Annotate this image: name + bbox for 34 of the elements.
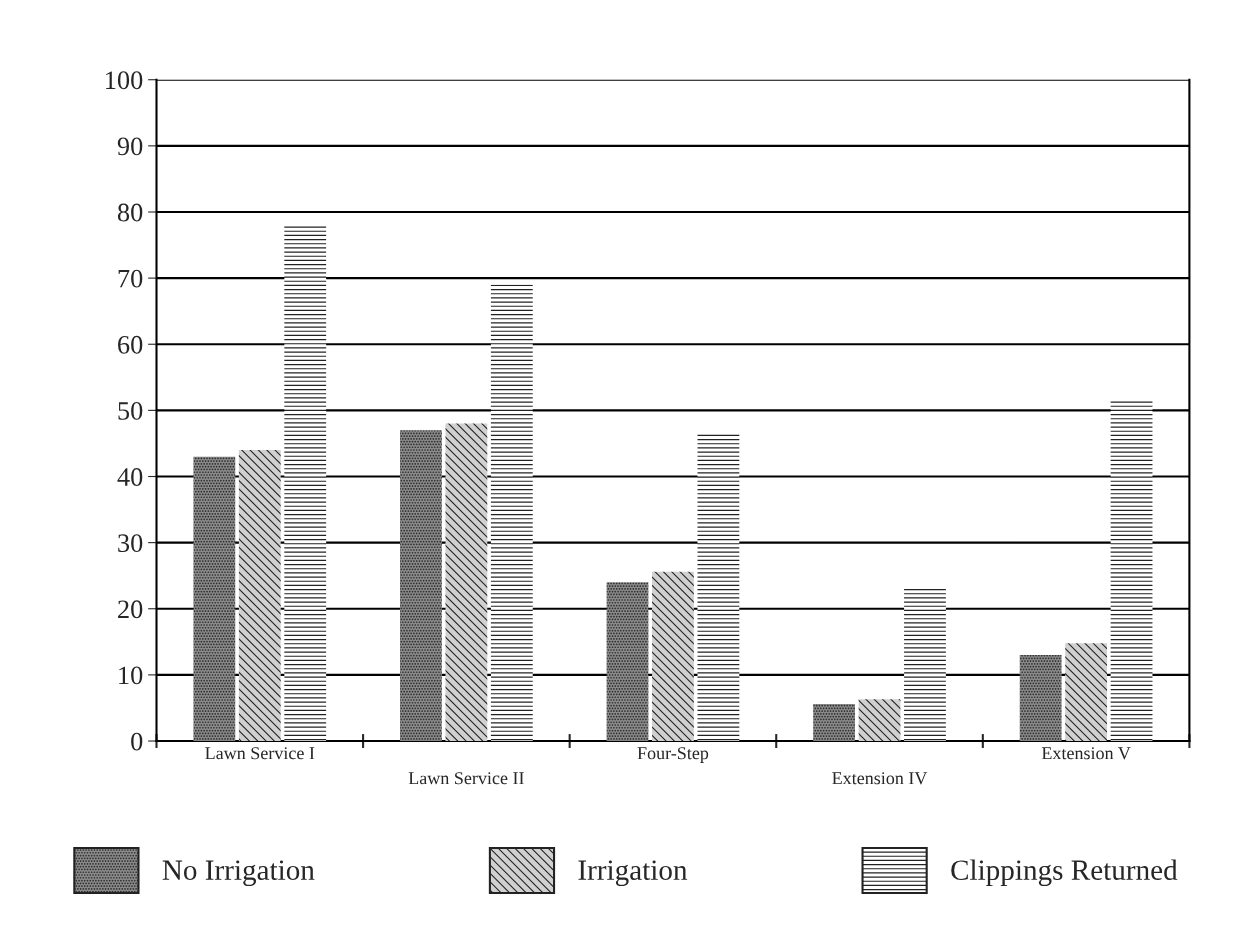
bar [284,225,327,742]
y-tick-label: 100 [106,71,143,90]
bar [1110,399,1153,742]
bar [400,430,442,742]
x-tick-label: Lawn Service I [205,747,315,760]
bar [606,582,649,742]
bar [445,423,488,742]
y-tick-label: 90 [117,137,143,156]
y-tick-label: 20 [118,600,143,619]
legend-label: No Irrigation [162,860,315,887]
bar [1019,655,1062,742]
x-tick-label: Extension IV [832,772,928,785]
y-tick-label: 50 [118,401,143,420]
y-tick-label: 70 [118,269,143,288]
bar [652,571,694,742]
bar [858,699,901,742]
y-tick-label: 40 [117,468,143,486]
x-tick-label: Lawn Service II [408,772,524,785]
bar [193,456,236,742]
legend-label: Clippings Returned [951,859,1178,887]
bar [813,703,855,742]
y-tick-label: 30 [118,534,143,553]
bar [1065,643,1108,742]
y-tick-label: 10 [119,666,143,685]
bar [697,432,740,742]
bar [238,450,281,742]
y-tick-label: 60 [118,335,143,354]
bar [490,284,533,742]
x-tick-label: Extension V [1041,747,1131,760]
y-tick-label: 0 [131,732,143,751]
bar [904,588,946,742]
x-tick-label: Four-Step [637,747,709,763]
legend-label: Irrigation [578,860,688,887]
y-tick-label: 80 [117,203,143,222]
